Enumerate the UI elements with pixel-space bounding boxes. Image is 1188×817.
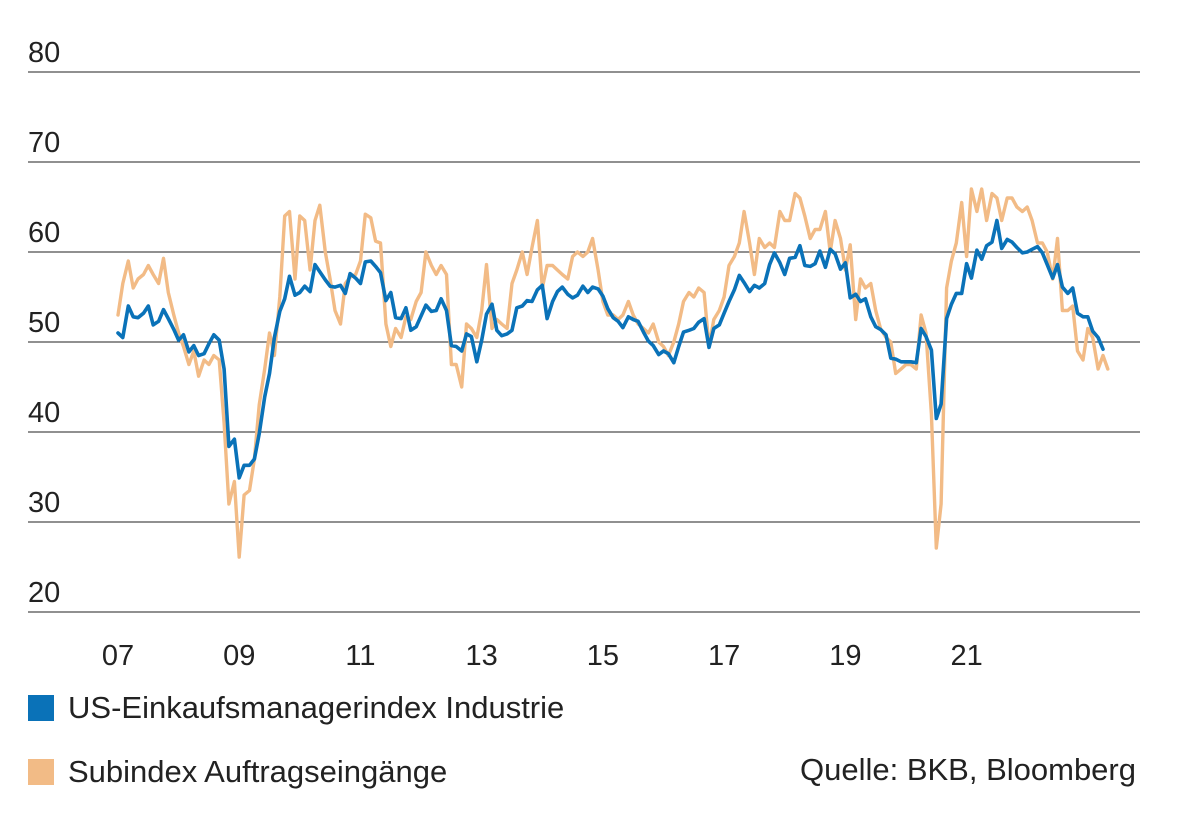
x-axis-ticks: 07 09 11 13 15 17 19 21 (102, 640, 983, 672)
legend-swatch-orders (28, 759, 54, 785)
y-tick-label: 70 (28, 127, 60, 159)
legend-swatch-pmi (28, 695, 54, 721)
x-tick-label: 09 (223, 640, 255, 672)
series-line-pmi (116, 218, 1105, 480)
x-tick-label: 17 (708, 640, 740, 672)
source-note: Quelle: BKB, Bloomberg (799, 752, 1136, 787)
series-lines (116, 187, 1110, 559)
y-tick-label: 20 (28, 577, 60, 609)
y-tick-label: 40 (28, 397, 60, 429)
y-axis-ticks: 20 30 40 50 60 70 80 (28, 37, 60, 609)
y-tick-label: 30 (28, 487, 60, 519)
legend-item-orders: Subindex Auftragseingänge (28, 754, 447, 790)
y-tick-label: 60 (28, 217, 60, 249)
x-tick-label: 11 (345, 640, 375, 672)
legend-item-pmi: US-Einkaufsmanagerindex Industrie (28, 690, 564, 726)
y-tick-label: 50 (28, 307, 60, 339)
series-line-orders (116, 187, 1110, 559)
legend-label-orders: Subindex Auftragseingänge (68, 754, 448, 789)
x-tick-label: 15 (587, 640, 619, 672)
y-tick-label: 80 (28, 37, 60, 69)
gridlines (28, 71, 1140, 613)
legend-label-pmi: US-Einkaufsmanagerindex Industrie (68, 690, 565, 725)
x-tick-label: 07 (102, 640, 134, 672)
x-tick-label: 21 (950, 640, 982, 672)
x-tick-label: 19 (829, 640, 861, 672)
x-tick-label: 13 (466, 640, 498, 672)
